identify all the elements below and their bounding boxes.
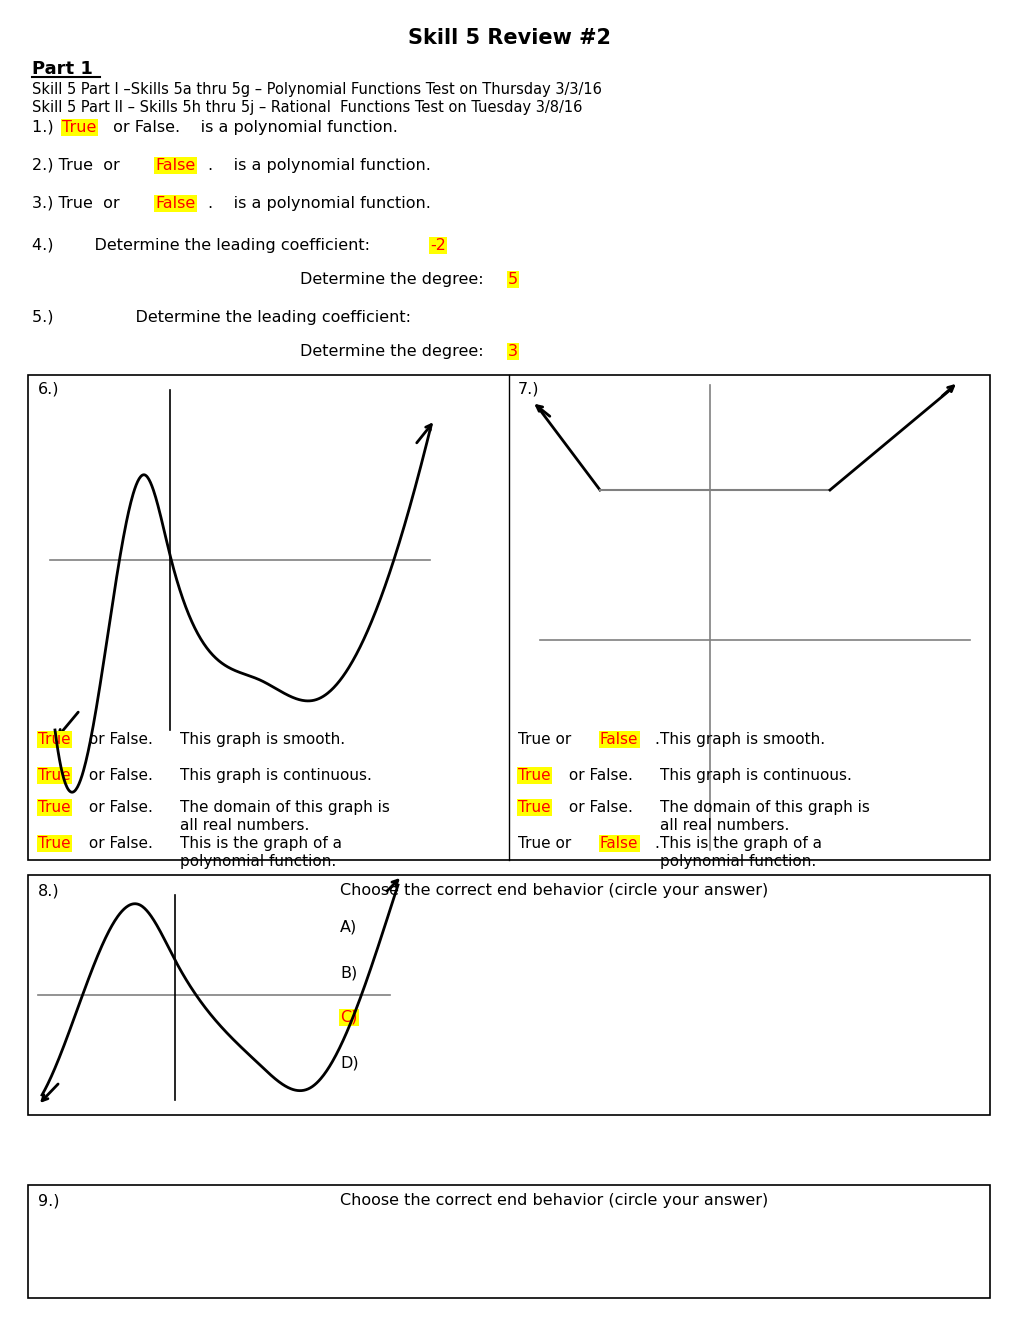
- Text: .    is a polynomial function.: . is a polynomial function.: [208, 195, 430, 211]
- Text: True: True: [38, 733, 70, 747]
- Text: True: True: [38, 768, 70, 783]
- Text: 6.): 6.): [38, 381, 59, 396]
- Text: True: True: [62, 120, 96, 135]
- Text: 5.)                Determine the leading coefficient:: 5.) Determine the leading coefficient:: [32, 310, 411, 325]
- Bar: [28, 1185, 989, 1298]
- Text: Determine the degree:: Determine the degree:: [300, 272, 488, 286]
- Text: True or: True or: [518, 733, 576, 747]
- Text: or False.: or False.: [564, 768, 632, 783]
- Text: or False.: or False.: [564, 800, 632, 814]
- Text: This graph is continuous.: This graph is continuous.: [659, 768, 851, 783]
- Bar: [28, 375, 989, 861]
- Text: False: False: [155, 158, 195, 173]
- Text: 5: 5: [507, 272, 518, 286]
- Text: True: True: [38, 800, 70, 814]
- Text: True: True: [518, 800, 550, 814]
- Text: 7.): 7.): [518, 381, 539, 396]
- Text: 4.)        Determine the leading coefficient:: 4.) Determine the leading coefficient:: [32, 238, 375, 253]
- Text: The domain of this graph is: The domain of this graph is: [659, 800, 869, 814]
- Text: Choose the correct end behavior (circle your answer): Choose the correct end behavior (circle …: [339, 883, 767, 898]
- Text: all real numbers.: all real numbers.: [179, 818, 309, 833]
- Text: .: .: [653, 733, 658, 747]
- Text: 3: 3: [507, 345, 518, 359]
- Text: 9.): 9.): [38, 1193, 59, 1208]
- Text: This is the graph of a: This is the graph of a: [179, 836, 341, 851]
- Text: 8.): 8.): [38, 883, 59, 898]
- Text: or False.: or False.: [84, 768, 153, 783]
- Text: B): B): [339, 965, 357, 979]
- Text: or False.: or False.: [84, 733, 153, 747]
- Text: Part 1: Part 1: [32, 59, 93, 78]
- Text: all real numbers.: all real numbers.: [659, 818, 789, 833]
- Text: False: False: [599, 733, 638, 747]
- Text: True: True: [518, 768, 550, 783]
- Text: polynomial function.: polynomial function.: [659, 854, 815, 869]
- Text: True or: True or: [518, 836, 576, 851]
- Text: False: False: [155, 195, 195, 211]
- Text: or False.: or False.: [84, 800, 153, 814]
- Text: This graph is smooth.: This graph is smooth.: [659, 733, 824, 747]
- Text: This is the graph of a: This is the graph of a: [659, 836, 821, 851]
- Text: A): A): [339, 920, 357, 935]
- Bar: [28, 875, 989, 1115]
- Text: or False.: or False.: [84, 836, 153, 851]
- Text: 1.): 1.): [32, 120, 59, 135]
- Text: or False.    is a polynomial function.: or False. is a polynomial function.: [108, 120, 397, 135]
- Text: .: .: [653, 836, 658, 851]
- Text: 2.) True  or: 2.) True or: [32, 158, 124, 173]
- Text: This graph is continuous.: This graph is continuous.: [179, 768, 372, 783]
- Text: .    is a polynomial function.: . is a polynomial function.: [208, 158, 430, 173]
- Text: Skill 5 Review #2: Skill 5 Review #2: [408, 28, 611, 48]
- Text: This graph is smooth.: This graph is smooth.: [179, 733, 344, 747]
- Text: C): C): [339, 1010, 357, 1026]
- Text: Choose the correct end behavior (circle your answer): Choose the correct end behavior (circle …: [339, 1193, 767, 1208]
- Text: Determine the degree:: Determine the degree:: [300, 345, 488, 359]
- Text: Skill 5 Part I –Skills 5a thru 5g – Polynomial Functions Test on Thursday 3/3/16: Skill 5 Part I –Skills 5a thru 5g – Poly…: [32, 82, 601, 96]
- Text: False: False: [599, 836, 638, 851]
- Text: -2: -2: [430, 238, 445, 253]
- Text: The domain of this graph is: The domain of this graph is: [179, 800, 389, 814]
- Text: polynomial function.: polynomial function.: [179, 854, 336, 869]
- Text: True: True: [38, 836, 70, 851]
- Text: Skill 5 Part II – Skills 5h thru 5j – Rational  Functions Test on Tuesday 3/8/16: Skill 5 Part II – Skills 5h thru 5j – Ra…: [32, 100, 582, 115]
- Text: 3.) True  or: 3.) True or: [32, 195, 124, 211]
- Text: D): D): [339, 1055, 359, 1071]
